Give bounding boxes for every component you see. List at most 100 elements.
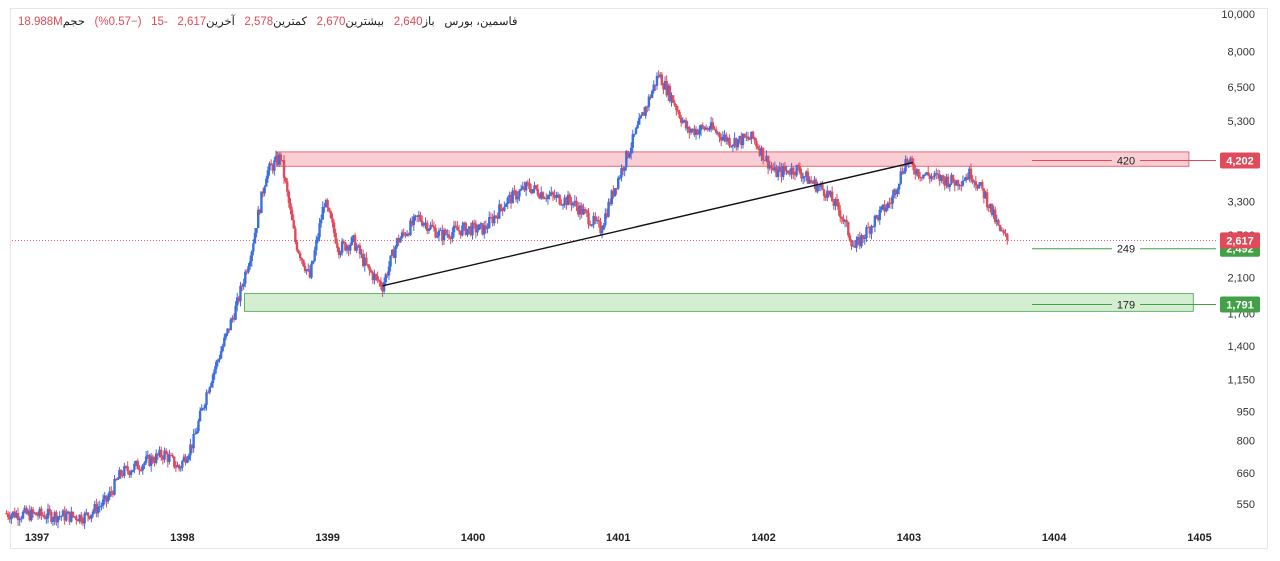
- candle-body: [855, 240, 858, 248]
- candle-body: [461, 225, 464, 236]
- candle-body: [787, 170, 790, 174]
- candle-body: [484, 225, 488, 229]
- candle-body: [226, 328, 229, 334]
- candle-body: [629, 147, 633, 154]
- candle-body: [83, 513, 86, 524]
- candle-body: [573, 200, 577, 204]
- candle-body: [194, 433, 197, 435]
- candle-body: [76, 519, 80, 522]
- candle-body: [893, 189, 896, 196]
- candle-body: [185, 459, 189, 463]
- candle-body: [454, 225, 457, 227]
- candle-body: [103, 495, 106, 500]
- candle-body: [803, 176, 806, 178]
- candle-body: [173, 456, 176, 467]
- candle-body: [164, 450, 168, 454]
- candle-body: [321, 206, 324, 220]
- candle-body: [940, 175, 943, 181]
- candle-body: [686, 126, 689, 129]
- candle-body: [848, 235, 852, 241]
- candle-body: [628, 153, 631, 158]
- candle-body: [885, 208, 888, 212]
- candle-body: [927, 172, 930, 176]
- candle-body: [668, 85, 672, 102]
- candle-body: [935, 173, 938, 175]
- candle-body: [30, 509, 33, 521]
- candle-body: [141, 465, 144, 471]
- candle-body: [404, 233, 407, 236]
- candle-body: [289, 202, 292, 210]
- candle-body: [955, 180, 958, 186]
- candle-body: [639, 115, 643, 119]
- candle-body: [990, 203, 994, 216]
- target-badge: [1220, 296, 1260, 313]
- candle-body: [719, 137, 723, 141]
- candle-body: [891, 195, 894, 204]
- candle-body: [902, 171, 906, 174]
- candle-body: [575, 200, 578, 207]
- candle-body: [177, 464, 181, 469]
- candle-body: [255, 228, 258, 233]
- candle-body: [58, 516, 61, 518]
- candle-body: [585, 210, 588, 213]
- candle-body: [763, 160, 766, 162]
- candle-body: [248, 261, 252, 267]
- candle-body: [726, 138, 730, 142]
- candle-body: [284, 177, 287, 182]
- target-badge: [1220, 152, 1260, 169]
- candle-body: [181, 461, 184, 468]
- candle-body: [100, 505, 103, 507]
- candle-body: [655, 75, 659, 86]
- candle-body: [342, 241, 345, 243]
- y-tick-label: 660: [1237, 468, 1255, 480]
- y-tick-label: 950: [1237, 407, 1255, 419]
- candle-body: [138, 469, 141, 471]
- candle-body: [832, 201, 835, 206]
- candle-body: [565, 197, 568, 206]
- candle-body: [397, 238, 400, 243]
- candle-body: [144, 456, 148, 463]
- candle-body: [78, 514, 81, 522]
- candle-body: [45, 518, 48, 520]
- candle-body: [866, 227, 870, 229]
- candle-body: [131, 470, 134, 472]
- candle-body: [760, 147, 763, 156]
- candle-body: [663, 81, 667, 90]
- candle-body: [85, 512, 88, 514]
- candle-body: [509, 194, 513, 204]
- candle-body: [735, 138, 738, 148]
- candle-body: [431, 224, 434, 227]
- candle-body: [526, 182, 530, 184]
- candle-body: [26, 510, 30, 514]
- resistance-zone: [276, 151, 1190, 167]
- candle-body: [582, 208, 585, 215]
- candle-body: [391, 250, 394, 256]
- candle-body: [768, 165, 772, 169]
- candle-body: [339, 252, 342, 256]
- y-tick-label: 2,100: [1227, 273, 1255, 285]
- candle-body: [399, 237, 402, 243]
- candle-body: [86, 512, 90, 517]
- candle-body: [452, 225, 456, 233]
- candle-body: [973, 181, 976, 183]
- candle-body: [154, 453, 158, 463]
- candle-body: [613, 188, 617, 197]
- y-tick-label: 6,500: [1227, 82, 1255, 94]
- candle-body: [195, 431, 199, 434]
- candle-body: [1002, 230, 1005, 234]
- candle-body: [286, 181, 289, 192]
- candle-body: [753, 137, 756, 141]
- candle-body: [765, 155, 768, 161]
- candle-body: [28, 510, 31, 521]
- candle-body: [134, 460, 138, 464]
- candle-body: [853, 245, 856, 248]
- candle-body: [371, 272, 375, 281]
- candle-body: [1006, 233, 1009, 241]
- candle-body: [412, 216, 416, 226]
- candle-body: [612, 190, 615, 197]
- candle-body: [305, 269, 308, 272]
- candle-body: [442, 229, 446, 241]
- candle-body: [273, 160, 276, 171]
- candle-body: [850, 240, 853, 247]
